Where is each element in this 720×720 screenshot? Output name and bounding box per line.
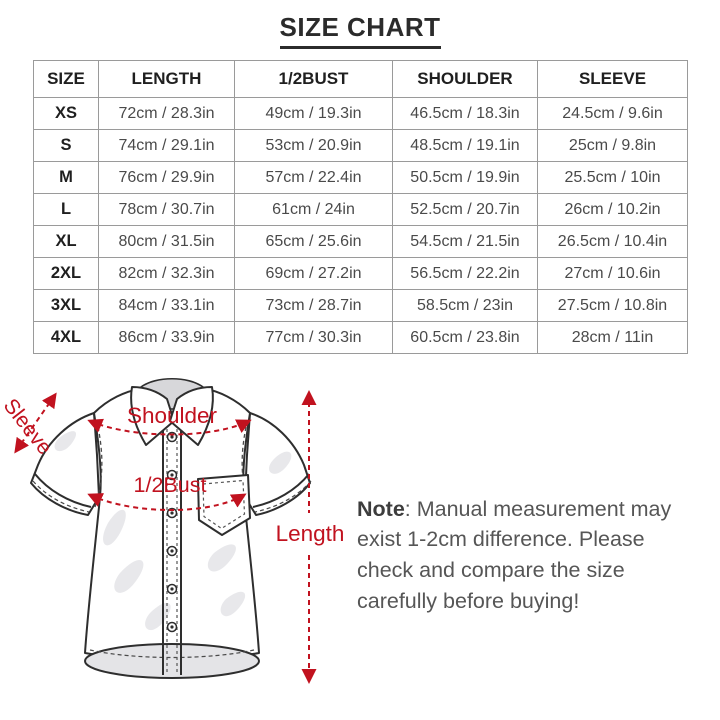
bust-cell: 49cm / 19.3in: [234, 97, 393, 130]
shoulder-cell: 60.5cm / 23.8in: [392, 321, 538, 354]
measurement-diagram: Sleeve Shoulder 1/2Bust Length: [0, 363, 355, 720]
table-row: 3XL 84cm / 33.1in 73cm / 28.7in 58.5cm /…: [33, 289, 688, 322]
measurement-arrows: [14, 390, 317, 684]
size-cell: 3XL: [33, 289, 99, 322]
length-cell: 80cm / 31.5in: [98, 225, 235, 258]
sleeve-cell: 27.5cm / 10.8in: [537, 289, 688, 322]
shoulder-label: Shoulder: [126, 403, 218, 428]
note-body: : Manual measurement may exist 1-2cm dif…: [357, 496, 672, 613]
length-label: Length: [275, 521, 345, 546]
header-cell-shoulder: SHOULDER: [392, 60, 538, 98]
sleeve-cuffs: [34, 473, 310, 508]
table-row: 2XL 82cm / 32.3in 69cm / 27.2in 56.5cm /…: [33, 257, 688, 290]
sleeve-cell: 24.5cm / 9.6in: [537, 97, 688, 130]
length-cell: 76cm / 29.9in: [98, 161, 235, 194]
bust-cell: 57cm / 22.4in: [234, 161, 393, 194]
length-cell: 72cm / 28.3in: [98, 97, 235, 130]
bust-cell: 73cm / 28.7in: [234, 289, 393, 322]
table-row: M 76cm / 29.9in 57cm / 22.4in 50.5cm / 1…: [33, 161, 688, 194]
shoulder-cell: 50.5cm / 19.9in: [392, 161, 538, 194]
size-cell: S: [33, 129, 99, 162]
sleeve-cell: 26cm / 10.2in: [537, 193, 688, 226]
bust-cell: 53cm / 20.9in: [234, 129, 393, 162]
bust-cell: 69cm / 27.2in: [234, 257, 393, 290]
shoulder-cell: 48.5cm / 19.1in: [392, 129, 538, 162]
table-header-row: SIZE LENGTH 1/2BUST SHOULDER SLEEVE: [33, 60, 688, 98]
size-table: SIZE LENGTH 1/2BUST SHOULDER SLEEVE XS 7…: [33, 60, 688, 354]
size-cell: XL: [33, 225, 99, 258]
header-cell-length: LENGTH: [98, 60, 235, 98]
length-cell: 86cm / 33.9in: [98, 321, 235, 354]
shoulder-cell: 46.5cm / 18.3in: [392, 97, 538, 130]
size-cell: 2XL: [33, 257, 99, 290]
length-cell: 74cm / 29.1in: [98, 129, 235, 162]
shirt-body: [84, 388, 260, 661]
table-row: 4XL 86cm / 33.9in 77cm / 30.3in 60.5cm /…: [33, 321, 688, 354]
bust-arrow: [87, 493, 247, 511]
header-cell-size: SIZE: [33, 60, 99, 98]
size-cell: M: [33, 161, 99, 194]
size-cell: L: [33, 193, 99, 226]
sleeve-cell: 25.5cm / 10in: [537, 161, 688, 194]
sleeve-cell: 25cm / 9.8in: [537, 129, 688, 162]
table-row: XS 72cm / 28.3in 49cm / 19.3in 46.5cm / …: [33, 97, 688, 130]
table-row: S 74cm / 29.1in 53cm / 20.9in 48.5cm / 1…: [33, 129, 688, 162]
shoulder-cell: 56.5cm / 22.2in: [392, 257, 538, 290]
bust-cell: 65cm / 25.6in: [234, 225, 393, 258]
note-text: Note: Manual measurement may exist 1-2cm…: [357, 494, 687, 617]
bust-label: 1/2Bust: [133, 473, 207, 497]
page-title: SIZE CHART: [279, 12, 441, 49]
table-row: L 78cm / 30.7in 61cm / 24in 52.5cm / 20.…: [33, 193, 688, 226]
sleeve-cell: 26.5cm / 10.4in: [537, 225, 688, 258]
bust-cell: 77cm / 30.3in: [234, 321, 393, 354]
shoulder-arrow: [87, 418, 252, 436]
header-cell-bust: 1/2BUST: [234, 60, 393, 98]
hem-stitching: [89, 649, 255, 659]
page-header: SIZE CHART: [0, 12, 720, 49]
size-cell: 4XL: [33, 321, 99, 354]
bust-cell: 61cm / 24in: [234, 193, 393, 226]
sleeve-cell: 28cm / 11in: [537, 321, 688, 354]
note-label: Note: [357, 496, 405, 521]
shirt-hem: [84, 643, 260, 679]
sleeve-arrow: [14, 392, 57, 454]
header-cell-sleeve: SLEEVE: [537, 60, 688, 98]
length-cell: 78cm / 30.7in: [98, 193, 235, 226]
cuff-stitching: [32, 480, 312, 513]
length-cell: 84cm / 33.1in: [98, 289, 235, 322]
length-cell: 82cm / 32.3in: [98, 257, 235, 290]
table-row: XL 80cm / 31.5in 65cm / 25.6in 54.5cm / …: [33, 225, 688, 258]
shirt-illustration: [14, 378, 317, 684]
size-cell: XS: [33, 97, 99, 130]
shoulder-cell: 54.5cm / 21.5in: [392, 225, 538, 258]
fabric-shading: [54, 431, 292, 631]
shoulder-cell: 58.5cm / 23in: [392, 289, 538, 322]
sleeve-cell: 27cm / 10.6in: [537, 257, 688, 290]
shoulder-cell: 52.5cm / 20.7in: [392, 193, 538, 226]
